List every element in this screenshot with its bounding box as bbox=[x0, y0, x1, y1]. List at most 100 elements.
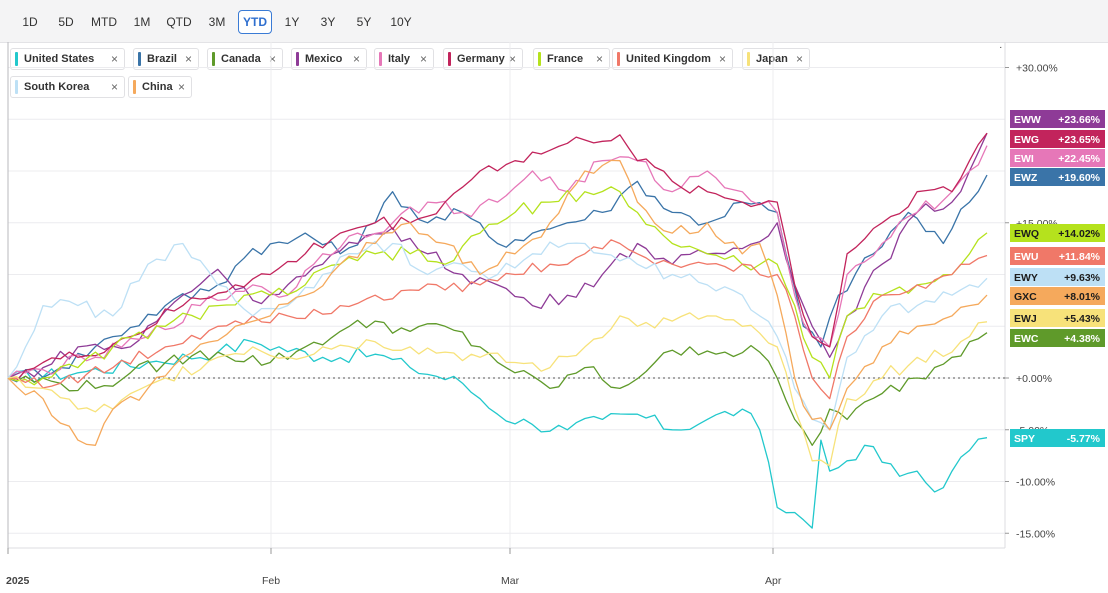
legend-swatch bbox=[212, 52, 215, 66]
zero-marker: · bbox=[999, 42, 1003, 53]
range-button-1m[interactable]: 1M bbox=[133, 15, 151, 29]
end-badge-bg bbox=[1010, 329, 1105, 347]
legend-label: South Korea bbox=[24, 81, 90, 93]
end-badge-value: +5.43% bbox=[1064, 313, 1101, 325]
range-button-ytd[interactable]: YTD bbox=[238, 10, 272, 34]
y-tick-label: +0.00% bbox=[1016, 373, 1052, 385]
end-badge-bg bbox=[1010, 287, 1105, 305]
end-badge-bg bbox=[1010, 268, 1105, 286]
legend-swatch bbox=[617, 52, 620, 66]
end-badge-ticker: SPY bbox=[1014, 433, 1035, 445]
end-badge-ewy: EWY +9.63% bbox=[1010, 268, 1105, 286]
remove-series-icon[interactable]: × bbox=[508, 52, 516, 66]
end-badge-ewq: EWQ +14.02% bbox=[1010, 224, 1105, 242]
remove-series-icon[interactable]: × bbox=[795, 52, 803, 66]
end-badge-ticker: EWI bbox=[1014, 153, 1034, 165]
end-badge-value: +8.01% bbox=[1064, 291, 1101, 303]
end-badge-value: +11.84% bbox=[1059, 251, 1101, 263]
end-badge-bg bbox=[1010, 149, 1105, 167]
legend-label: United Kingdom bbox=[626, 53, 711, 65]
end-badge-ticker: EWQ bbox=[1014, 228, 1039, 240]
legend-label: France bbox=[547, 53, 584, 65]
series-line-italy bbox=[7, 145, 988, 379]
legend-swatch bbox=[747, 52, 750, 66]
legend-label: Italy bbox=[388, 53, 411, 65]
legend-chip-united-states[interactable]: United States × bbox=[10, 48, 125, 70]
end-badge-ewc: EWC +4.38% bbox=[1010, 329, 1105, 347]
series-line-china bbox=[7, 159, 988, 446]
legend-chip-united-kingdom[interactable]: United Kingdom × bbox=[612, 48, 733, 70]
y-axis: +30.00%+15.00%+0.00%-5.00%-10.00%-15.00%… bbox=[999, 42, 1058, 540]
range-button-10y[interactable]: 10Y bbox=[390, 15, 412, 29]
end-badge-value: -5.77% bbox=[1067, 433, 1101, 445]
legend-swatch bbox=[133, 80, 136, 94]
legend-label: Germany bbox=[457, 53, 505, 65]
end-badges: SPY -5.77%EWZ +19.60%EWC +4.38%EWW +23.66%EW… bbox=[1010, 110, 1105, 447]
end-badge-bg bbox=[1010, 130, 1105, 148]
legend-chip-germany[interactable]: Germany × bbox=[443, 48, 523, 70]
series-line-germany bbox=[7, 132, 988, 382]
y-tick-label: -15.00% bbox=[1016, 528, 1055, 540]
remove-series-icon[interactable]: × bbox=[268, 52, 276, 66]
end-badge-bg bbox=[1010, 309, 1105, 327]
range-button-1y[interactable]: 1Y bbox=[284, 15, 300, 29]
remove-series-icon[interactable]: × bbox=[419, 52, 427, 66]
end-badge-ticker: EWW bbox=[1014, 114, 1041, 126]
legend-chip-canada[interactable]: Canada × bbox=[207, 48, 283, 70]
end-badge-ticker: EWC bbox=[1014, 333, 1039, 345]
series-line-france bbox=[7, 186, 988, 386]
end-badge-ticker: EWU bbox=[1014, 251, 1039, 263]
remove-series-icon[interactable]: × bbox=[177, 80, 185, 94]
performance-chart: +30.00%+15.00%+0.00%-5.00%-10.00%-15.00%… bbox=[6, 42, 1105, 587]
end-badge-value: +9.63% bbox=[1064, 272, 1101, 284]
legend-chip-italy[interactable]: Italy × bbox=[374, 48, 434, 70]
end-badge-ticker: EWG bbox=[1014, 134, 1039, 146]
range-button-mtd[interactable]: MTD bbox=[91, 15, 117, 29]
range-button-qtd[interactable]: QTD bbox=[166, 15, 192, 29]
range-toolbar: 1D 5D MTD 1M QTD 3M YTD 1Y 3Y 5Y 10Y bbox=[0, 0, 1108, 43]
end-badge-ewi: EWI +22.45% bbox=[1010, 149, 1105, 167]
x-tick-label: Apr bbox=[765, 575, 782, 587]
legend-swatch bbox=[15, 80, 18, 94]
legend-swatch bbox=[138, 52, 141, 66]
legend-chip-brazil[interactable]: Brazil × bbox=[133, 48, 199, 70]
end-badge-ticker: EWZ bbox=[1014, 172, 1038, 184]
legend-swatch bbox=[379, 52, 382, 66]
legend-chip-mexico[interactable]: Mexico × bbox=[291, 48, 367, 70]
series-line-united-kingdom bbox=[7, 239, 988, 400]
legend-swatch bbox=[296, 52, 299, 66]
end-badge-bg bbox=[1010, 247, 1105, 265]
remove-series-icon[interactable]: × bbox=[595, 52, 603, 66]
end-badge-ticker: EWJ bbox=[1014, 313, 1037, 325]
end-badge-value: +4.38% bbox=[1064, 333, 1101, 345]
series-line-brazil bbox=[7, 174, 988, 383]
range-button-3y[interactable]: 3Y bbox=[320, 15, 336, 29]
remove-series-icon[interactable]: × bbox=[110, 52, 118, 66]
range-button-3m[interactable]: 3M bbox=[208, 15, 226, 29]
end-badge-ewz: EWZ +19.60% bbox=[1010, 168, 1105, 186]
legend-label: Japan bbox=[756, 53, 788, 65]
end-badge-ticker: EWY bbox=[1014, 272, 1038, 284]
remove-series-icon[interactable]: × bbox=[352, 52, 360, 66]
legend-chip-south-korea[interactable]: South Korea × bbox=[10, 76, 125, 98]
legend-chip-france[interactable]: France × bbox=[533, 48, 610, 70]
y-tick-label: -10.00% bbox=[1016, 477, 1055, 489]
x-tick-label: Feb bbox=[262, 575, 280, 587]
remove-series-icon[interactable]: × bbox=[184, 52, 192, 66]
end-badge-ewu: EWU +11.84% bbox=[1010, 247, 1105, 265]
legend-chip-japan[interactable]: Japan × bbox=[742, 48, 810, 70]
series-line-south-korea bbox=[7, 240, 988, 431]
end-badge-gxc: GXC +8.01% bbox=[1010, 287, 1105, 305]
series-line-united-states bbox=[7, 338, 988, 529]
range-button-5y[interactable]: 5Y bbox=[356, 15, 372, 29]
legend-swatch bbox=[15, 52, 18, 66]
end-badge-value: +14.02% bbox=[1058, 228, 1100, 240]
remove-series-icon[interactable]: × bbox=[110, 80, 118, 94]
remove-series-icon[interactable]: × bbox=[718, 52, 726, 66]
legend-label: Brazil bbox=[147, 53, 177, 65]
end-badge-bg bbox=[1010, 168, 1105, 186]
range-button-1d[interactable]: 1D bbox=[22, 15, 38, 29]
legend-chip-china[interactable]: China × bbox=[128, 76, 192, 98]
range-button-5d[interactable]: 5D bbox=[58, 15, 74, 29]
series-lines bbox=[7, 132, 988, 529]
